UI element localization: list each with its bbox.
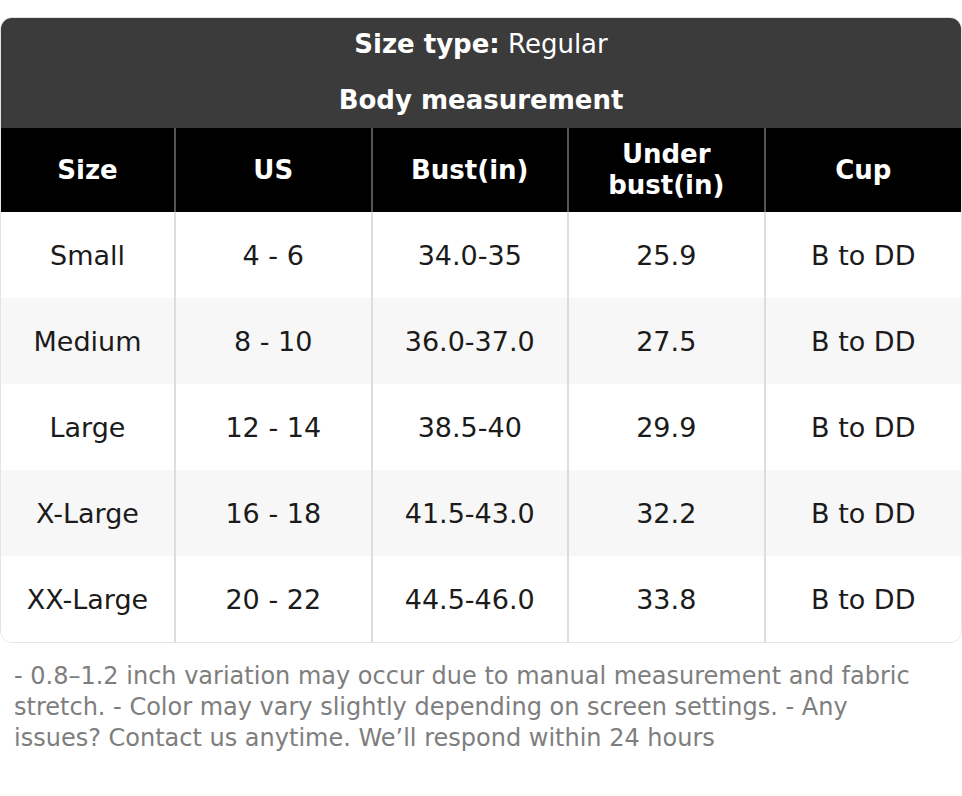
table-cell: Small bbox=[1, 212, 175, 298]
table-cell: 25.9 bbox=[568, 212, 765, 298]
column-header: US bbox=[175, 128, 372, 212]
table-cell: B to DD bbox=[765, 298, 962, 384]
table-cell: Medium bbox=[1, 298, 175, 384]
table-cell: 36.0-37.0 bbox=[372, 298, 569, 384]
card-header: Size type: Regular Body measurement bbox=[1, 18, 961, 128]
size-type-value: Regular bbox=[508, 29, 608, 59]
table-head: SizeUSBust(in)Under bust(in)Cup bbox=[1, 128, 961, 212]
table-cell: 8 - 10 bbox=[175, 298, 372, 384]
table-cell: 32.2 bbox=[568, 470, 765, 556]
table-cell: Large bbox=[1, 384, 175, 470]
table-cell: XX-Large bbox=[1, 556, 175, 642]
table-cell: B to DD bbox=[765, 470, 962, 556]
footer-note: - 0.8–1.2 inch variation may occur due t… bbox=[0, 661, 933, 754]
size-type-label: Size type: bbox=[354, 29, 499, 59]
table-row: Medium8 - 1036.0-37.027.5B to DD bbox=[1, 298, 961, 384]
size-type-line: Size type: Regular bbox=[1, 28, 961, 60]
table-cell: 41.5-43.0 bbox=[372, 470, 569, 556]
table-row: X-Large16 - 1841.5-43.032.2B to DD bbox=[1, 470, 961, 556]
table-cell: 16 - 18 bbox=[175, 470, 372, 556]
size-chart-page: Size type: Regular Body measurement Size… bbox=[0, 17, 962, 754]
size-table: SizeUSBust(in)Under bust(in)Cup Small4 -… bbox=[1, 128, 961, 642]
table-cell: 44.5-46.0 bbox=[372, 556, 569, 642]
table-cell: B to DD bbox=[765, 556, 962, 642]
table-row: Large12 - 1438.5-4029.9B to DD bbox=[1, 384, 961, 470]
table-cell: 27.5 bbox=[568, 298, 765, 384]
table-cell: 29.9 bbox=[568, 384, 765, 470]
table-cell: 34.0-35 bbox=[372, 212, 569, 298]
column-header: Under bust(in) bbox=[568, 128, 765, 212]
table-row: XX-Large20 - 2244.5-46.033.8B to DD bbox=[1, 556, 961, 642]
size-chart-card: Size type: Regular Body measurement Size… bbox=[0, 17, 962, 643]
card-subtitle: Body measurement bbox=[1, 84, 961, 116]
column-header: Size bbox=[1, 128, 175, 212]
column-header: Bust(in) bbox=[372, 128, 569, 212]
table-header-row: SizeUSBust(in)Under bust(in)Cup bbox=[1, 128, 961, 212]
table-cell: B to DD bbox=[765, 384, 962, 470]
column-header: Cup bbox=[765, 128, 962, 212]
table-row: Small4 - 634.0-3525.9B to DD bbox=[1, 212, 961, 298]
table-cell: B to DD bbox=[765, 212, 962, 298]
table-cell: 4 - 6 bbox=[175, 212, 372, 298]
table-cell: 33.8 bbox=[568, 556, 765, 642]
table-cell: X-Large bbox=[1, 470, 175, 556]
table-cell: 12 - 14 bbox=[175, 384, 372, 470]
table-body: Small4 - 634.0-3525.9B to DDMedium8 - 10… bbox=[1, 212, 961, 642]
table-cell: 38.5-40 bbox=[372, 384, 569, 470]
table-cell: 20 - 22 bbox=[175, 556, 372, 642]
